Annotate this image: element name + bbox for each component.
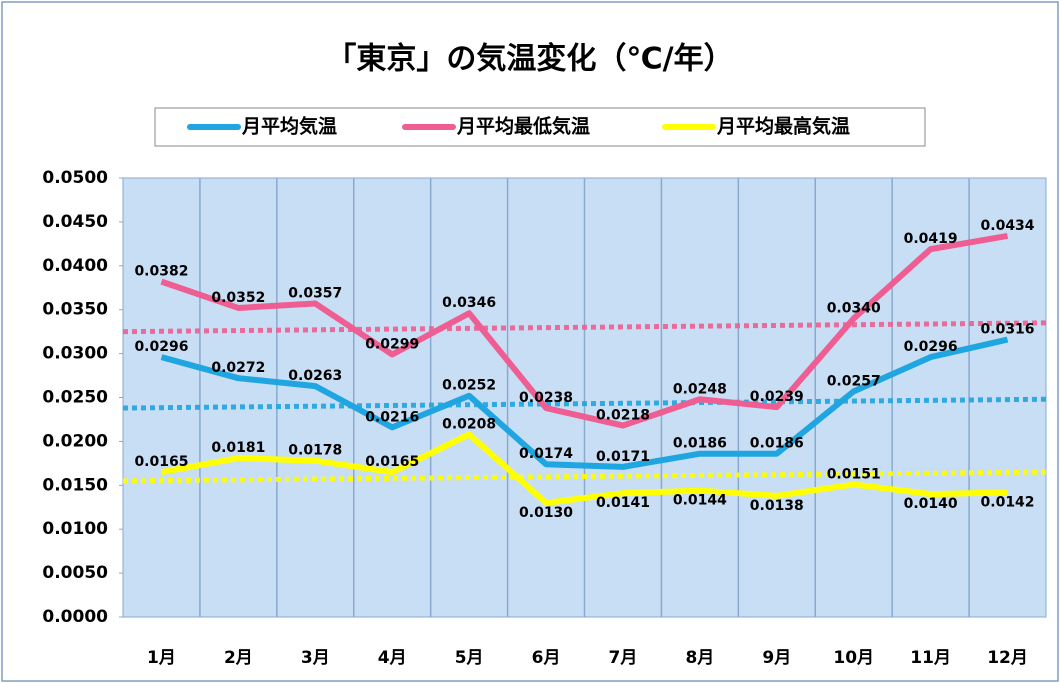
data-label: 0.0434 [981, 218, 1035, 234]
data-label: 0.0186 [750, 436, 804, 452]
series-line [160, 336, 1009, 470]
y-tick-label: 0.0400 [42, 256, 108, 276]
data-label: 0.0263 [288, 368, 342, 384]
series-line [160, 431, 1008, 506]
y-tick-label: 0.0250 [42, 388, 108, 408]
x-tick-label: 11月 [910, 648, 951, 668]
y-tick-label: 0.0000 [42, 607, 108, 627]
x-tick-label: 6月 [532, 648, 561, 668]
y-tick-label: 0.0300 [42, 344, 108, 364]
trend-line [122, 469, 1047, 484]
x-tick-label: 8月 [685, 648, 714, 668]
data-label: 0.0216 [365, 409, 419, 425]
y-tick-label: 0.0050 [42, 563, 108, 583]
data-label: 0.0142 [981, 494, 1035, 510]
x-tick-label: 10月 [833, 648, 874, 668]
legend-box [154, 107, 926, 147]
data-label: 0.0419 [904, 231, 958, 247]
data-label: 0.0165 [365, 454, 419, 470]
x-tick-label: 5月 [455, 648, 484, 668]
data-label: 0.0141 [596, 495, 650, 511]
data-label: 0.0346 [442, 295, 496, 311]
data-label: 0.0382 [134, 264, 188, 280]
x-tick-label: 4月 [378, 648, 407, 668]
data-label: 0.0171 [596, 449, 650, 465]
y-tick-label: 0.0350 [42, 300, 108, 320]
data-label: 0.0144 [673, 493, 727, 509]
x-tick-label: 7月 [609, 648, 638, 668]
data-label: 0.0252 [442, 378, 496, 394]
data-label: 0.0130 [519, 505, 573, 521]
data-label: 0.0248 [673, 381, 727, 397]
x-tick-label: 2月 [224, 648, 253, 668]
y-tick-label: 0.0450 [42, 212, 108, 232]
data-label: 0.0272 [211, 360, 265, 376]
data-label: 0.0357 [288, 286, 342, 302]
trend-line [122, 320, 1047, 335]
data-label: 0.0239 [750, 389, 804, 405]
trend-line [122, 396, 1047, 411]
data-label: 0.0257 [827, 373, 881, 389]
x-tick-label: 1月 [147, 648, 176, 668]
data-label: 0.0151 [827, 466, 881, 482]
data-label: 0.0138 [750, 498, 804, 514]
data-label: 0.0174 [519, 446, 573, 462]
chart-title: 「東京」の気温変化（℃/年） [326, 42, 733, 77]
data-label: 0.0316 [981, 322, 1035, 338]
data-label: 0.0238 [519, 390, 573, 406]
y-tick-label: 0.0200 [42, 431, 108, 451]
data-label: 0.0352 [211, 290, 265, 306]
y-tick-label: 0.0500 [42, 168, 108, 188]
data-label: 0.0340 [827, 300, 881, 316]
data-label: 0.0296 [134, 339, 188, 355]
data-label: 0.0178 [288, 443, 342, 459]
legend-label: 月平均最低気温 [456, 115, 590, 138]
data-label: 0.0208 [442, 416, 496, 432]
legend-label: 月平均気温 [241, 115, 337, 138]
data-label: 0.0140 [904, 496, 958, 512]
x-tick-label: 9月 [762, 648, 791, 668]
legend-label: 月平均最高気温 [716, 115, 850, 138]
data-label: 0.0218 [596, 408, 650, 424]
x-tick-label: 3月 [301, 648, 330, 668]
y-tick-label: 0.0100 [42, 519, 108, 539]
data-label: 0.0181 [211, 440, 265, 456]
data-label: 0.0186 [673, 436, 727, 452]
x-tick-label: 12月 [987, 648, 1028, 668]
data-label: 0.0296 [904, 339, 958, 355]
data-label: 0.0299 [365, 336, 419, 352]
series-line [160, 232, 1009, 429]
data-label: 0.0165 [134, 454, 188, 470]
y-tick-label: 0.0150 [42, 475, 108, 495]
